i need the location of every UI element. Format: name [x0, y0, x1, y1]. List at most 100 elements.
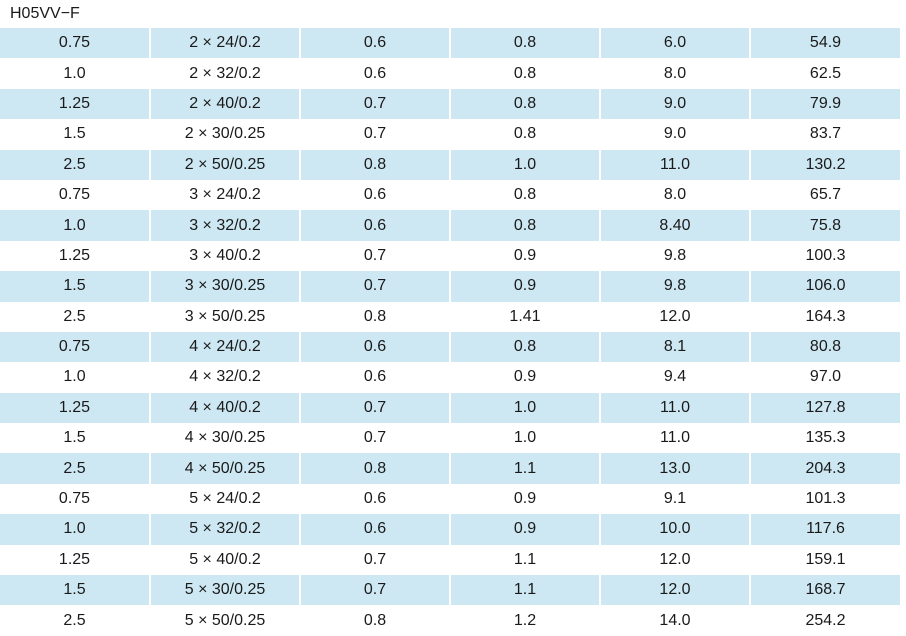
table-cell: 2 × 50/0.25 [149, 149, 300, 180]
table-row: 1.25 2 × 40/0.2 0.7 0.8 9.0 79.9 [0, 88, 900, 120]
table-row: 1.0 4 × 32/0.2 0.6 0.9 9.4 97.0 [0, 362, 900, 393]
table-row: 0.75 2 × 24/0.2 0.6 0.8 6.0 54.9 [0, 28, 900, 59]
table-cell: 0.9 [449, 240, 600, 272]
table-row: 1.0 5 × 32/0.2 0.6 0.9 10.0 117.6 [0, 514, 900, 545]
table-cell: 1.0 [63, 368, 86, 386]
table-cell: 5 × 40/0.2 [149, 544, 300, 576]
table-cell: 3 × 40/0.2 [149, 240, 300, 272]
table-cell: 0.7 [299, 392, 450, 424]
table-body: 0.75 2 × 24/0.2 0.6 0.8 6.0 54.9 1.0 2 × 32/0.2… [0, 28, 900, 636]
table-cell: 2.5 [0, 149, 150, 180]
table-cell: 2.5 [0, 453, 150, 484]
table-cell: 65.7 [749, 179, 900, 211]
table-row: 2.5 5 × 50/0.25 0.8 1.2 14.0 254.2 [0, 605, 900, 636]
table-cell: 0.7 [299, 119, 450, 150]
table-cell: 12.0 [599, 301, 750, 332]
table-cell: 0.8 [449, 28, 600, 59]
table-cell: 130.2 [749, 149, 900, 180]
table-cell: 0.8 [449, 58, 600, 89]
table-cell: 1.5 [0, 271, 150, 302]
table-cell: 3 × 30/0.25 [149, 271, 300, 302]
table-cell: 8.40 [599, 210, 750, 241]
table-cell: 8.0 [599, 179, 750, 211]
table-cell: 1.25 [58, 246, 91, 264]
table-cell: 4 × 30/0.25 [149, 423, 300, 454]
table-cell: 12.0 [599, 575, 750, 606]
table-cell: 8.1 [599, 331, 750, 363]
table-cell: 75.8 [749, 210, 900, 241]
table-cell: 0.7 [299, 544, 450, 576]
table-cell: 4 × 40/0.2 [149, 392, 300, 424]
table-row: 1.5 4 × 30/0.25 0.7 1.0 11.0 135.3 [0, 423, 900, 454]
table-row: 1.25 3 × 40/0.2 0.7 0.9 9.8 100.3 [0, 240, 900, 272]
table-cell: 1.0 [0, 514, 150, 545]
table-cell: 1.0 [63, 64, 86, 82]
table-cell: 2.5 [63, 611, 86, 629]
table-row: 1.5 5 × 30/0.25 0.7 1.1 12.0 168.7 [0, 575, 900, 606]
table-cell: 0.6 [299, 58, 450, 89]
table-cell: 0.8 [299, 453, 450, 484]
table-cell: 0.6 [299, 514, 450, 545]
table-cell: 1.5 [0, 575, 150, 606]
table-cell: 0.9 [449, 483, 600, 515]
table-cell: 0.8 [449, 119, 600, 150]
table-cell: 204.3 [749, 453, 900, 484]
table-cell: 11.0 [599, 423, 750, 454]
table-cell: 4 × 24/0.2 [149, 331, 300, 363]
table-cell: 3 × 50/0.25 [149, 301, 300, 332]
table-cell: 0.75 [58, 186, 91, 204]
table-cell: 1.25 [58, 550, 91, 568]
table-cell: 0.7 [299, 271, 450, 302]
table-cell: 0.7 [299, 240, 450, 272]
table-cell: 1.0 [449, 149, 600, 180]
table-cell: 117.6 [749, 514, 900, 545]
table-cell: 0.6 [299, 362, 450, 393]
table-cell: 0.6 [299, 483, 450, 515]
table-row: 1.25 4 × 40/0.2 0.7 1.0 11.0 127.8 [0, 392, 900, 424]
table-title: H05VV−F [10, 5, 80, 22]
table-cell: 4 × 32/0.2 [149, 362, 300, 393]
table-cell: 83.7 [749, 119, 900, 150]
table-cell: 9.4 [599, 362, 750, 393]
table-row: 1.0 2 × 32/0.2 0.6 0.8 8.0 62.5 [0, 58, 900, 89]
table-row: 0.75 3 × 24/0.2 0.6 0.8 8.0 65.7 [0, 179, 900, 211]
table-cell: 1.0 [449, 423, 600, 454]
table-cell: 1.5 [63, 429, 86, 447]
table-cell: 1.0 [449, 392, 600, 424]
table-cell: 2 × 30/0.25 [149, 119, 300, 150]
table-cell: 127.8 [749, 392, 900, 424]
table-cell: 1.25 [0, 88, 150, 120]
table-cell: 0.75 [58, 490, 91, 508]
table-cell: 9.1 [599, 483, 750, 515]
table-row: 1.5 2 × 30/0.25 0.7 0.8 9.0 83.7 [0, 119, 900, 150]
table-cell: 9.8 [599, 271, 750, 302]
table-cell: 135.3 [749, 423, 900, 454]
table-cell: 2 × 32/0.2 [149, 58, 300, 89]
table-cell: 0.8 [299, 301, 450, 332]
table-row: 0.75 4 × 24/0.2 0.6 0.8 8.1 80.8 [0, 331, 900, 363]
table-cell: 0.8 [299, 605, 450, 636]
table-cell: 0.75 [0, 28, 150, 59]
table-cell: 0.8 [449, 88, 600, 120]
table-cell: 54.9 [749, 28, 900, 59]
table-cell: 1.1 [449, 544, 600, 576]
table-cell: 0.7 [299, 88, 450, 120]
table-cell: 12.0 [599, 544, 750, 576]
table-cell: 0.7 [299, 423, 450, 454]
table-cell: 168.7 [749, 575, 900, 606]
table-cell: 1.5 [63, 125, 86, 143]
table-cell: 5 × 24/0.2 [149, 483, 300, 515]
table-cell: 0.6 [299, 210, 450, 241]
table-cell: 5 × 32/0.2 [149, 514, 300, 545]
table-cell: 101.3 [749, 483, 900, 515]
table-cell: 0.9 [449, 271, 600, 302]
table-cell: 5 × 50/0.25 [149, 605, 300, 636]
table-cell: 80.8 [749, 331, 900, 363]
table-cell: 97.0 [749, 362, 900, 393]
table-cell: 3 × 32/0.2 [149, 210, 300, 241]
table-cell: 164.3 [749, 301, 900, 332]
table-cell: 9.8 [599, 240, 750, 272]
table-cell: 159.1 [749, 544, 900, 576]
table-cell: 2 × 40/0.2 [149, 88, 300, 120]
